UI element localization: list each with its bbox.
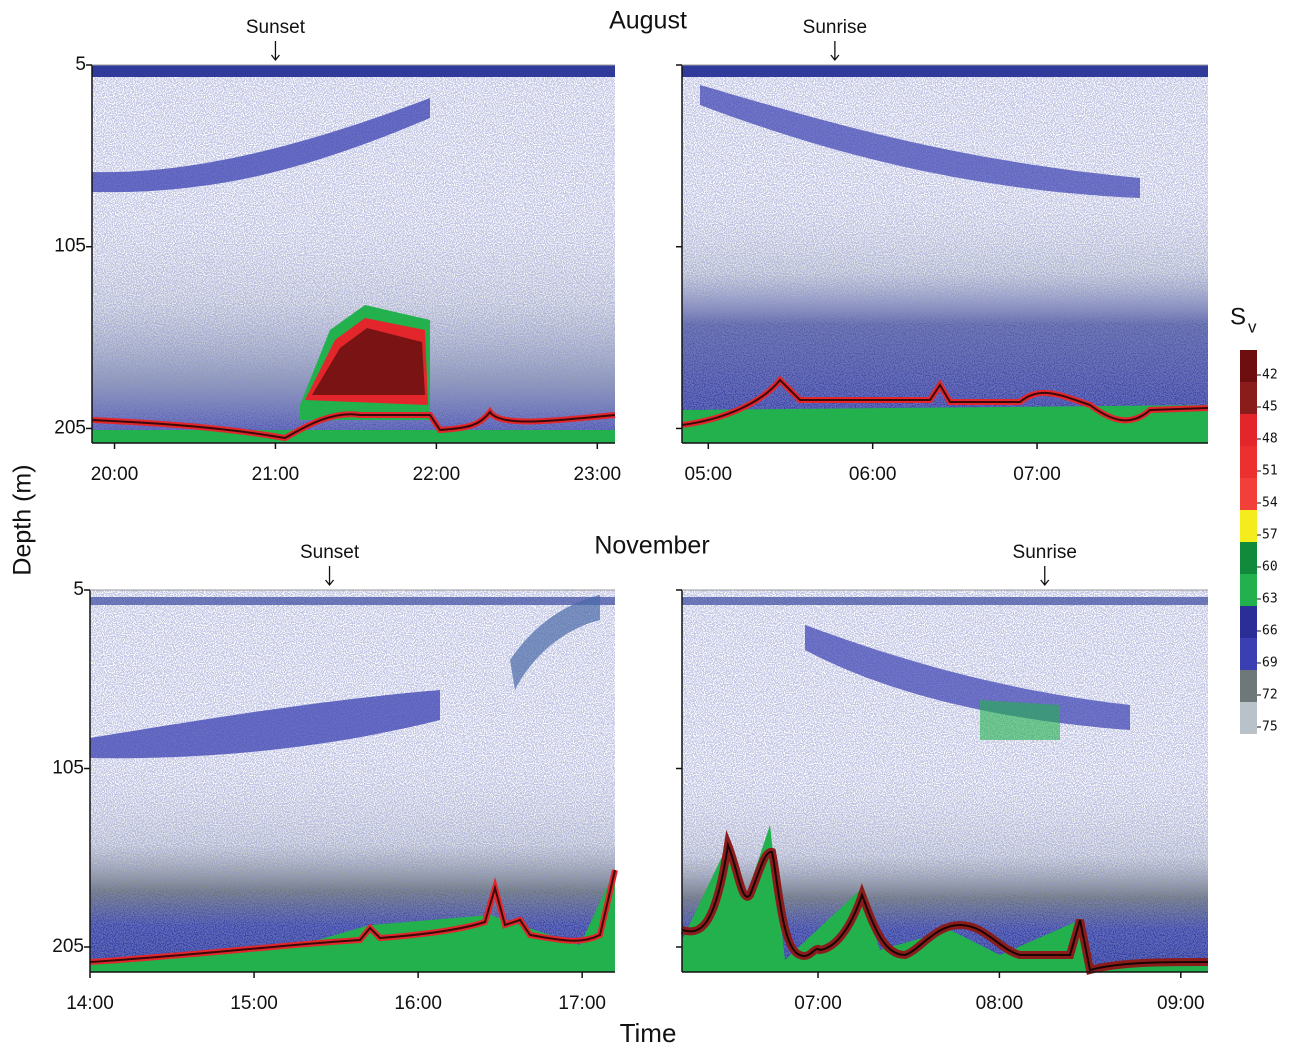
colorbar-label: 75 — [1262, 720, 1278, 735]
annotation: Sunrise — [1013, 542, 1077, 563]
x-tick-label: 15:00 — [230, 993, 278, 1014]
echogram-image — [89, 65, 1209, 975]
x-tick-label: 05:00 — [685, 464, 733, 485]
y-tick-label: 205 — [54, 417, 86, 438]
annotation: Sunrise — [803, 17, 867, 38]
colorbar-cell — [1240, 606, 1257, 638]
x-tick-label: 06:00 — [849, 464, 897, 485]
x-tick-label: 16:00 — [394, 993, 442, 1014]
y-tick-label: 5 — [73, 579, 84, 600]
x-tick-label: 22:00 — [413, 464, 461, 485]
y-tick-label: 5 — [75, 54, 86, 75]
annotation-arrow — [270, 41, 280, 62]
x-tick-label: 21:00 — [252, 464, 300, 485]
x-tick-label: 07:00 — [794, 993, 842, 1014]
colorbar-cell — [1240, 382, 1257, 414]
x-tick-label: 17:00 — [558, 993, 606, 1014]
x-tick-label: 07:00 — [1013, 464, 1061, 485]
colorbar-cell — [1240, 478, 1257, 510]
colorbar-cell — [1240, 542, 1257, 574]
annotation: Sunset — [300, 542, 360, 563]
annotation-arrow — [325, 566, 335, 587]
colorbar-label: 57 — [1262, 528, 1278, 543]
annotation-arrow — [1040, 566, 1050, 587]
x-axis-label: Time — [620, 1018, 677, 1048]
x-tick-label: 14:00 — [66, 993, 114, 1014]
colorbar-cell — [1240, 574, 1257, 606]
y-tick-label: 105 — [52, 758, 84, 779]
colorbar-label: 69 — [1262, 656, 1278, 671]
colorbar-title: S — [1230, 303, 1246, 330]
colorbar-cell — [1240, 414, 1257, 446]
row-title: November — [594, 532, 709, 560]
x-tick-label: 09:00 — [1157, 993, 1205, 1014]
colorbar-label: 66 — [1262, 624, 1278, 639]
colorbar-cell — [1240, 350, 1257, 382]
colorbar-label: 60 — [1262, 560, 1278, 575]
colorbar-cell — [1240, 446, 1257, 478]
colorbar-label: 54 — [1262, 496, 1278, 511]
colorbar-label: 48 — [1262, 432, 1278, 447]
x-tick-label: 08:00 — [976, 993, 1024, 1014]
annotation-arrow — [830, 41, 840, 62]
colorbar-label: 72 — [1262, 688, 1278, 703]
x-tick-label: 23:00 — [574, 464, 622, 485]
annotation: Sunset — [246, 17, 306, 38]
x-tick-label: 20:00 — [91, 464, 139, 485]
colorbar-label: 45 — [1262, 400, 1278, 415]
colorbar-cell — [1240, 638, 1257, 670]
colorbar-cell — [1240, 702, 1257, 734]
colorbar-subscript: v — [1248, 317, 1257, 336]
y-axis-label: Depth (m) — [9, 464, 37, 575]
colorbar-label: 42 — [1262, 368, 1278, 383]
y-tick-label: 105 — [54, 236, 86, 257]
colorbar-label: 63 — [1262, 592, 1278, 607]
colorbar-cell — [1240, 510, 1257, 542]
row-title: August — [609, 7, 687, 35]
colorbar-cell — [1240, 670, 1257, 702]
y-tick-label: 205 — [52, 936, 84, 957]
colorbar-label: 51 — [1262, 464, 1278, 479]
